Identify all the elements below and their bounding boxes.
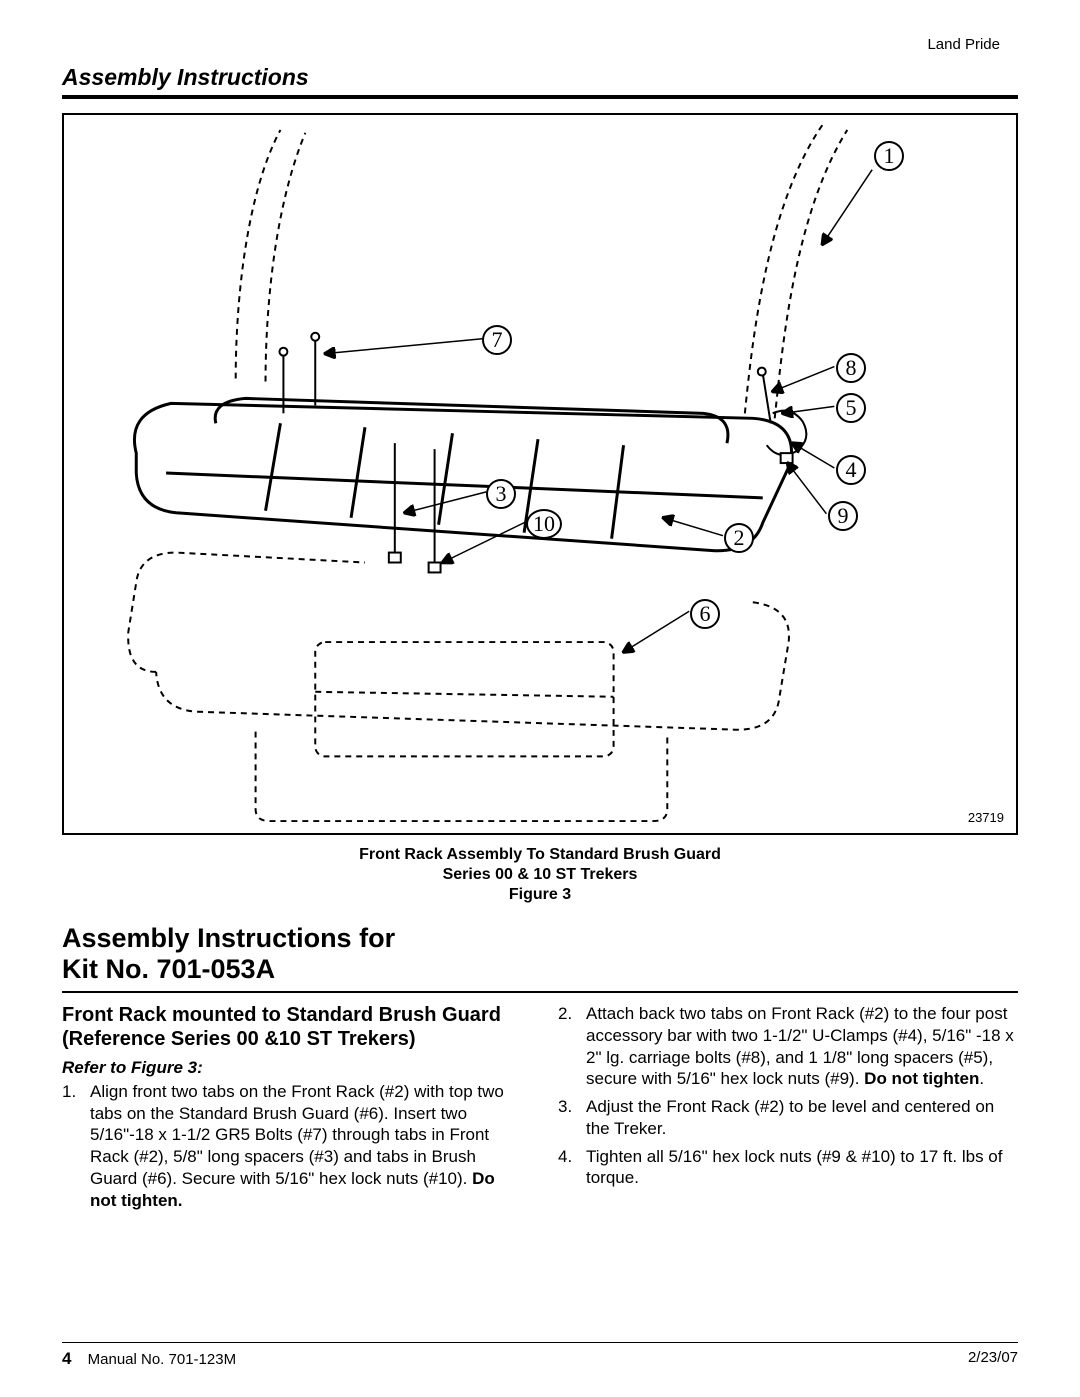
step-3: 3. Adjust the Front Rack (#2) to be leve…	[558, 1096, 1018, 1140]
callout-1: 1	[874, 141, 904, 171]
steps-left: 1. Align front two tabs on the Front Rac…	[62, 1081, 522, 1212]
caption-line-2: Series 00 & 10 ST Trekers	[62, 865, 1018, 885]
step-text: Attach back two tabs on Front Rack (#2) …	[586, 1003, 1018, 1090]
refer-line: Refer to Figure 3:	[62, 1057, 522, 1079]
step-tail: .	[979, 1069, 984, 1088]
callout-3: 3	[486, 479, 516, 509]
callout-7: 7	[482, 325, 512, 355]
brand-label: Land Pride	[927, 36, 1000, 53]
step-bold: Do not tighten	[864, 1069, 979, 1088]
figure-box: 23719 1 8 5 4 9 2 7 3 10 6	[62, 113, 1018, 835]
step-num: 4.	[558, 1146, 586, 1190]
step-2: 2. Attach back two tabs on Front Rack (#…	[558, 1003, 1018, 1090]
callout-8: 8	[836, 353, 866, 383]
callout-6: 6	[690, 599, 720, 629]
callout-2: 2	[724, 523, 754, 553]
left-column: Front Rack mounted to Standard Brush Gua…	[62, 1003, 522, 1217]
footer-date: 2/23/07	[968, 1349, 1018, 1369]
page: Land Pride Assembly Instructions	[0, 0, 1080, 1397]
step-text: Tighten all 5/16" hex lock nuts (#9 & #1…	[586, 1146, 1018, 1190]
callout-4: 4	[836, 455, 866, 485]
main-title: Assembly Instructions for Kit No. 701-05…	[62, 923, 1018, 993]
step-text: Adjust the Front Rack (#2) to be level a…	[586, 1096, 1018, 1140]
step-1: 1. Align front two tabs on the Front Rac…	[62, 1081, 522, 1212]
footer: 4 Manual No. 701-123M 2/23/07	[62, 1342, 1018, 1369]
callout-10: 10	[526, 509, 562, 539]
step-body: Align front two tabs on the Front Rack (…	[90, 1082, 504, 1188]
page-number: 4	[62, 1349, 71, 1368]
step-num: 1.	[62, 1081, 90, 1212]
manual-number: Manual No. 701-123M	[88, 1351, 236, 1368]
step-4: 4. Tighten all 5/16" hex lock nuts (#9 &…	[558, 1146, 1018, 1190]
title-line-1: Assembly Instructions for	[62, 923, 395, 953]
right-column: 2. Attach back two tabs on Front Rack (#…	[558, 1003, 1018, 1217]
steps-right: 2. Attach back two tabs on Front Rack (#…	[558, 1003, 1018, 1189]
step-num: 3.	[558, 1096, 586, 1140]
step-num: 2.	[558, 1003, 586, 1090]
assembly-drawing	[64, 115, 1016, 833]
step-text: Align front two tabs on the Front Rack (…	[90, 1081, 522, 1212]
footer-left: 4 Manual No. 701-123M	[62, 1349, 236, 1369]
callout-5: 5	[836, 393, 866, 423]
subhead: Front Rack mounted to Standard Brush Gua…	[62, 1003, 522, 1051]
title-line-2: Kit No. 701-053A	[62, 954, 275, 984]
callout-9: 9	[828, 501, 858, 531]
drawing-number: 23719	[968, 810, 1004, 825]
section-header: Assembly Instructions	[62, 64, 1018, 99]
columns: Front Rack mounted to Standard Brush Gua…	[62, 1003, 1018, 1217]
caption-line-1: Front Rack Assembly To Standard Brush Gu…	[62, 845, 1018, 865]
figure-caption: Front Rack Assembly To Standard Brush Gu…	[62, 845, 1018, 905]
figure-wrap: 23719 1 8 5 4 9 2 7 3 10 6 Front Rack Assembly To…	[62, 113, 1018, 905]
caption-line-3: Figure 3	[62, 885, 1018, 905]
